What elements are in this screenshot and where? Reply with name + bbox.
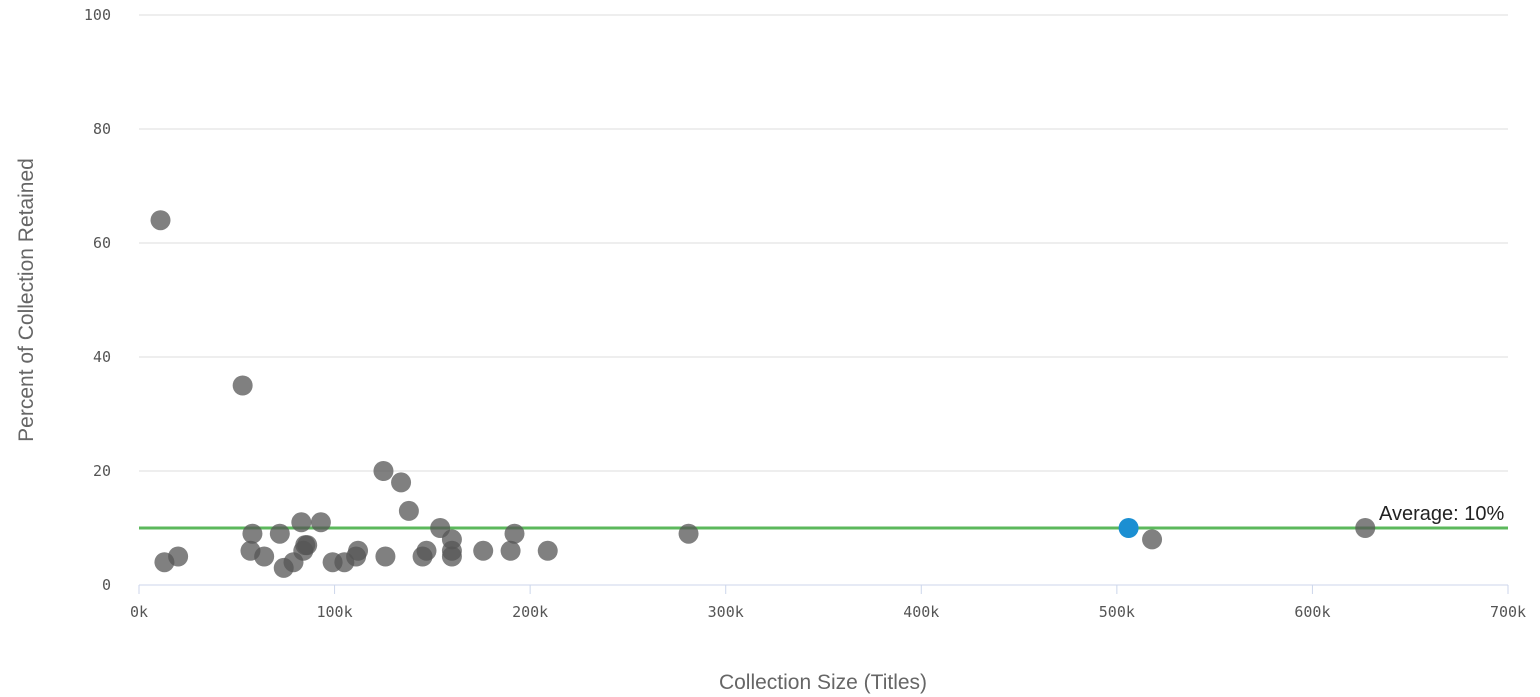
data-points bbox=[150, 210, 1376, 578]
data-point[interactable] bbox=[416, 540, 437, 561]
y-axis-title: Percent of Collection Retained bbox=[15, 158, 38, 442]
data-point[interactable] bbox=[348, 540, 369, 561]
x-tick-label: 100k bbox=[317, 603, 353, 621]
data-point[interactable] bbox=[310, 512, 331, 533]
y-tick-label: 100 bbox=[84, 6, 111, 24]
data-point[interactable] bbox=[1355, 518, 1376, 538]
y-tick-label: 80 bbox=[93, 120, 111, 138]
x-tick-label: 300k bbox=[708, 603, 744, 621]
average-label: Average: 10% bbox=[1379, 503, 1504, 525]
data-point[interactable] bbox=[441, 546, 462, 567]
data-point[interactable] bbox=[473, 540, 494, 561]
x-tick-label: 200k bbox=[512, 603, 548, 621]
x-axis-title: Collection Size (Titles) bbox=[719, 671, 927, 694]
data-point[interactable] bbox=[500, 540, 521, 561]
data-point[interactable] bbox=[232, 375, 253, 396]
y-tick-label: 0 bbox=[102, 576, 111, 594]
axes: 0 20 40 60 80 100 0k 100k 200k 300k 400k 500k 600k 70… bbox=[84, 6, 1526, 621]
data-point[interactable] bbox=[1142, 529, 1163, 550]
x-tick-label: 600k bbox=[1294, 603, 1330, 621]
data-point[interactable] bbox=[242, 523, 263, 544]
data-point[interactable] bbox=[168, 546, 189, 567]
data-point[interactable] bbox=[254, 546, 275, 567]
data-point[interactable] bbox=[504, 523, 525, 544]
data-point[interactable] bbox=[373, 461, 394, 481]
x-tick-label: 400k bbox=[903, 603, 939, 621]
y-tick-label: 60 bbox=[93, 234, 111, 252]
x-tick-label: 500k bbox=[1099, 603, 1135, 621]
data-point[interactable] bbox=[291, 512, 312, 533]
data-point[interactable] bbox=[150, 210, 171, 231]
data-point[interactable] bbox=[391, 472, 412, 493]
data-point[interactable] bbox=[537, 540, 558, 561]
data-point[interactable] bbox=[375, 546, 396, 567]
highlighted-data-point[interactable] bbox=[1118, 518, 1139, 538]
x-tick-label: 0k bbox=[130, 603, 148, 621]
data-point[interactable] bbox=[678, 523, 699, 544]
y-tick-label: 40 bbox=[93, 348, 111, 366]
data-point[interactable] bbox=[398, 500, 419, 521]
x-tick-label: 700k bbox=[1490, 603, 1526, 621]
y-tick-label: 20 bbox=[93, 462, 111, 480]
data-point[interactable] bbox=[269, 523, 290, 544]
data-point[interactable] bbox=[297, 535, 318, 556]
grid-lines bbox=[139, 14, 1508, 472]
